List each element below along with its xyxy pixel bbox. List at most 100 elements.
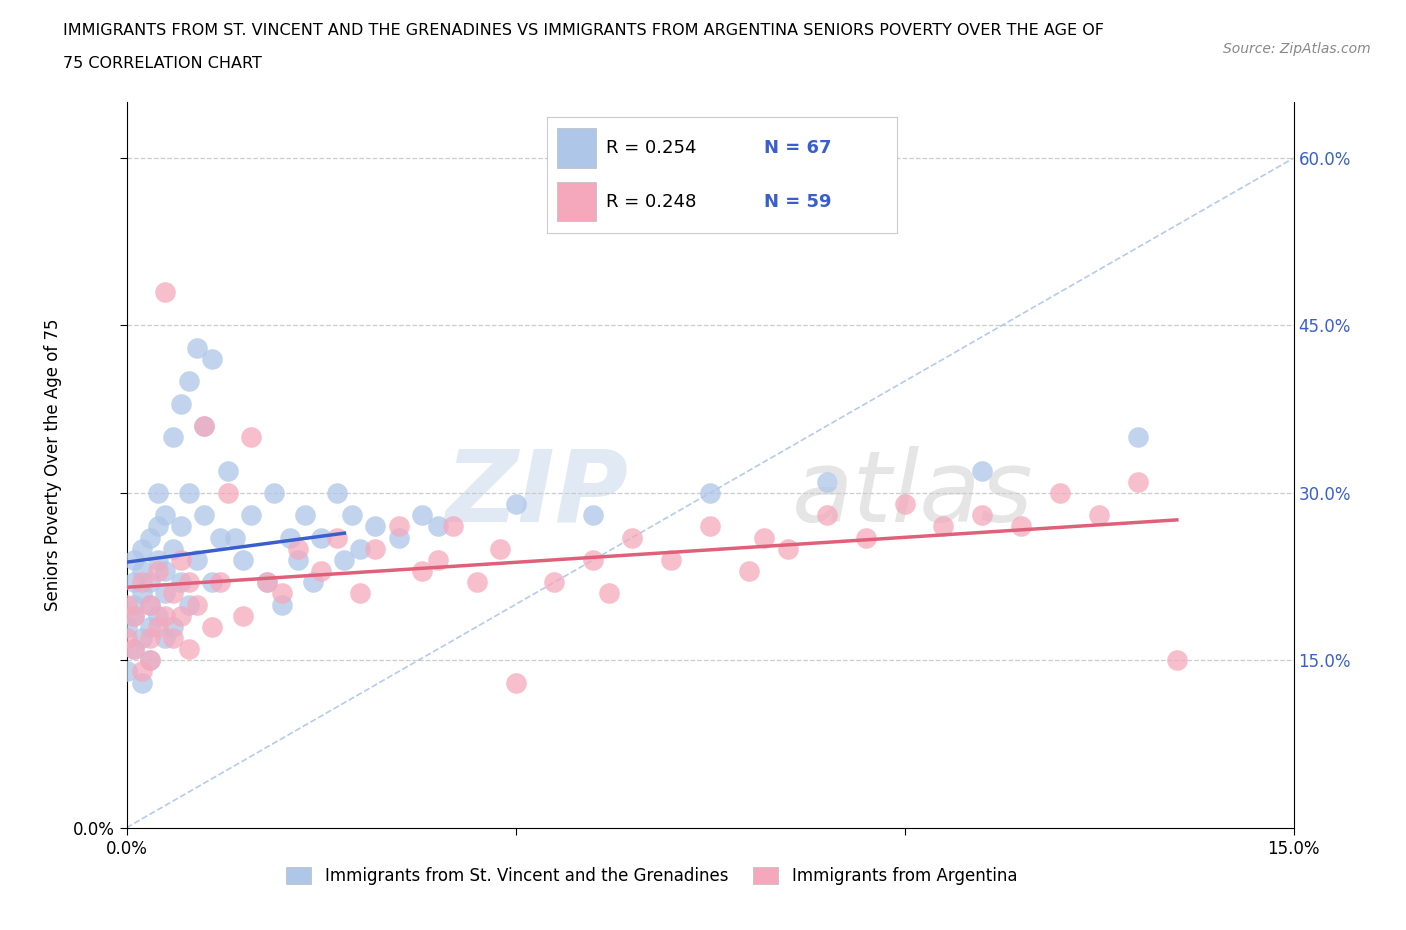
Point [815,508,838,523]
Point [465,575,488,590]
Point [124,608,146,623]
Point [177,575,200,590]
Point [139,575,162,590]
Text: Source: ZipAtlas.com: Source: ZipAtlas.com [1223,42,1371,56]
Point [131,675,153,690]
Point [115,597,138,612]
Point [582,552,605,567]
Point [364,541,387,556]
Point [855,530,877,545]
Point [146,552,169,567]
Point [271,586,294,601]
Point [124,575,146,590]
Point [193,508,215,523]
Point [146,519,169,534]
Point [208,530,231,545]
Point [170,396,193,411]
Point [972,463,994,478]
Point [124,642,146,657]
Text: IMMIGRANTS FROM ST. VINCENT AND THE GRENADINES VS IMMIGRANTS FROM ARGENTINA SENI: IMMIGRANTS FROM ST. VINCENT AND THE GREN… [63,23,1104,38]
Point [124,597,146,612]
Point [162,631,184,645]
Point [124,642,146,657]
Point [193,418,215,433]
Point [411,564,433,578]
Y-axis label: Seniors Poverty Over the Age of 75: Seniors Poverty Over the Age of 75 [44,319,62,611]
Point [232,552,254,567]
Point [170,552,193,567]
Point [364,519,387,534]
Point [256,575,278,590]
Point [582,508,605,523]
Point [302,575,325,590]
Point [325,485,347,500]
Point [294,508,316,523]
Point [217,485,239,500]
Point [208,575,231,590]
Point [131,575,153,590]
Point [893,497,915,512]
Point [186,597,208,612]
Point [349,541,371,556]
Point [333,552,356,567]
Point [124,552,146,567]
Point [131,664,153,679]
Point [139,597,162,612]
Point [139,530,162,545]
Point [193,418,215,433]
Point [131,586,153,601]
Point [201,619,224,634]
Point [426,552,449,567]
Point [411,508,433,523]
Point [256,575,278,590]
Point [170,608,193,623]
Point [325,530,347,545]
Point [972,508,994,523]
Point [699,519,721,534]
Point [139,653,162,668]
Point [155,631,177,645]
Point [115,664,138,679]
Point [162,586,184,601]
Point [186,340,208,355]
Point [543,575,565,590]
Point [932,519,955,534]
Point [815,474,838,489]
Point [155,586,177,601]
Point [1010,519,1032,534]
Point [139,619,162,634]
Point [1126,474,1149,489]
Point [131,631,153,645]
Point [201,575,224,590]
Point [146,485,169,500]
Point [155,564,177,578]
Point [598,586,620,601]
Point [146,608,169,623]
Point [754,530,776,545]
Point [139,597,162,612]
Point [177,597,200,612]
Point [699,485,721,500]
Point [115,631,138,645]
Point [224,530,246,545]
Point [388,530,411,545]
Point [441,519,464,534]
Point [170,575,193,590]
Point [177,642,200,657]
Point [131,541,153,556]
Point [287,552,309,567]
Point [155,285,177,299]
Point [621,530,644,545]
Point [505,675,527,690]
Point [426,519,449,534]
Point [201,352,224,366]
Point [139,653,162,668]
Point [162,541,184,556]
Point [271,597,294,612]
Point [240,508,263,523]
Point [263,485,285,500]
Point [309,564,332,578]
Point [738,564,761,578]
Point [155,508,177,523]
Point [115,619,138,634]
